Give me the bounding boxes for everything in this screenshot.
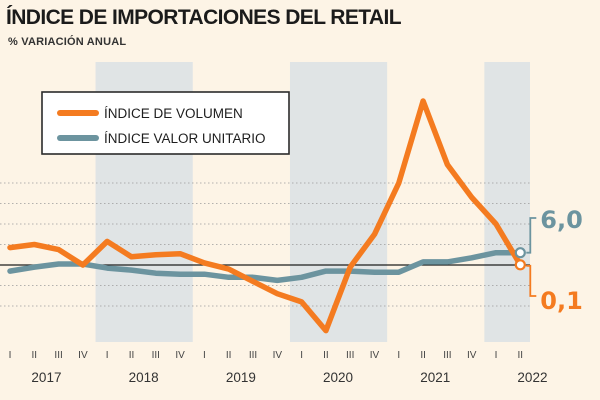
end-value-labels: 6,0 0,1 bbox=[526, 206, 583, 315]
quarter-label: I bbox=[300, 350, 303, 361]
quarter-label: III bbox=[346, 350, 354, 361]
end-marker-valor-unitario bbox=[514, 247, 526, 259]
year-band-2022 bbox=[484, 62, 530, 342]
quarter-label: IV bbox=[370, 350, 380, 361]
quarter-label: I bbox=[203, 350, 206, 361]
year-label-2020: 2020 bbox=[323, 370, 353, 385]
quarter-label: IV bbox=[78, 350, 88, 361]
year-label-2019: 2019 bbox=[226, 370, 256, 385]
quarter-label: II bbox=[323, 350, 329, 361]
end-label-volumen: 0,1 bbox=[540, 287, 583, 315]
chart-title: ÍNDICE DE IMPORTACIONES DEL RETAIL bbox=[6, 6, 402, 29]
value-label-connector bbox=[526, 217, 537, 254]
legend-label-valor-unitario: ÍNDICE VALOR UNITARIO bbox=[104, 131, 266, 146]
quarter-label: II bbox=[32, 350, 38, 361]
end-marker-volumen bbox=[514, 259, 526, 271]
year-label-2021: 2021 bbox=[420, 370, 450, 385]
quarter-label: III bbox=[152, 350, 160, 361]
quarter-label: II bbox=[226, 350, 232, 361]
legend-box bbox=[41, 91, 290, 155]
quarter-label: II bbox=[518, 350, 524, 361]
quarter-label: II bbox=[129, 350, 135, 361]
value-label-connector bbox=[526, 264, 537, 297]
quarter-label: I bbox=[397, 350, 400, 361]
quarter-label: II bbox=[420, 350, 426, 361]
series-lines bbox=[7, 98, 524, 334]
year-label-2018: 2018 bbox=[129, 370, 159, 385]
year-label-2017: 2017 bbox=[31, 370, 61, 385]
series-line-volumen bbox=[7, 98, 524, 334]
chart-subtitle: % VARIACIÓN ANUAL bbox=[8, 36, 127, 48]
end-markers bbox=[514, 247, 526, 271]
x-axis: I II III IV I II III IV I II III IV I II III IV I II III IV… bbox=[9, 350, 548, 385]
quarter-label: IV bbox=[467, 350, 477, 361]
legend: ÍNDICE DE VOLUMEN ÍNDICE VALOR UNITARIO bbox=[41, 91, 290, 155]
quarter-label: III bbox=[54, 350, 62, 361]
quarter-label: IV bbox=[175, 350, 185, 361]
series-line-valor-unitario bbox=[7, 249, 524, 284]
quarter-label: IV bbox=[273, 350, 283, 361]
quarter-label: III bbox=[249, 350, 257, 361]
quarter-label: III bbox=[443, 350, 451, 361]
legend-label-volumen: ÍNDICE DE VOLUMEN bbox=[104, 106, 243, 121]
end-label-valor-unitario: 6,0 bbox=[540, 206, 583, 234]
quarter-label: I bbox=[495, 350, 498, 361]
quarter-label: I bbox=[106, 350, 109, 361]
year-label-2022: 2022 bbox=[517, 370, 547, 385]
quarter-label: I bbox=[9, 350, 12, 361]
